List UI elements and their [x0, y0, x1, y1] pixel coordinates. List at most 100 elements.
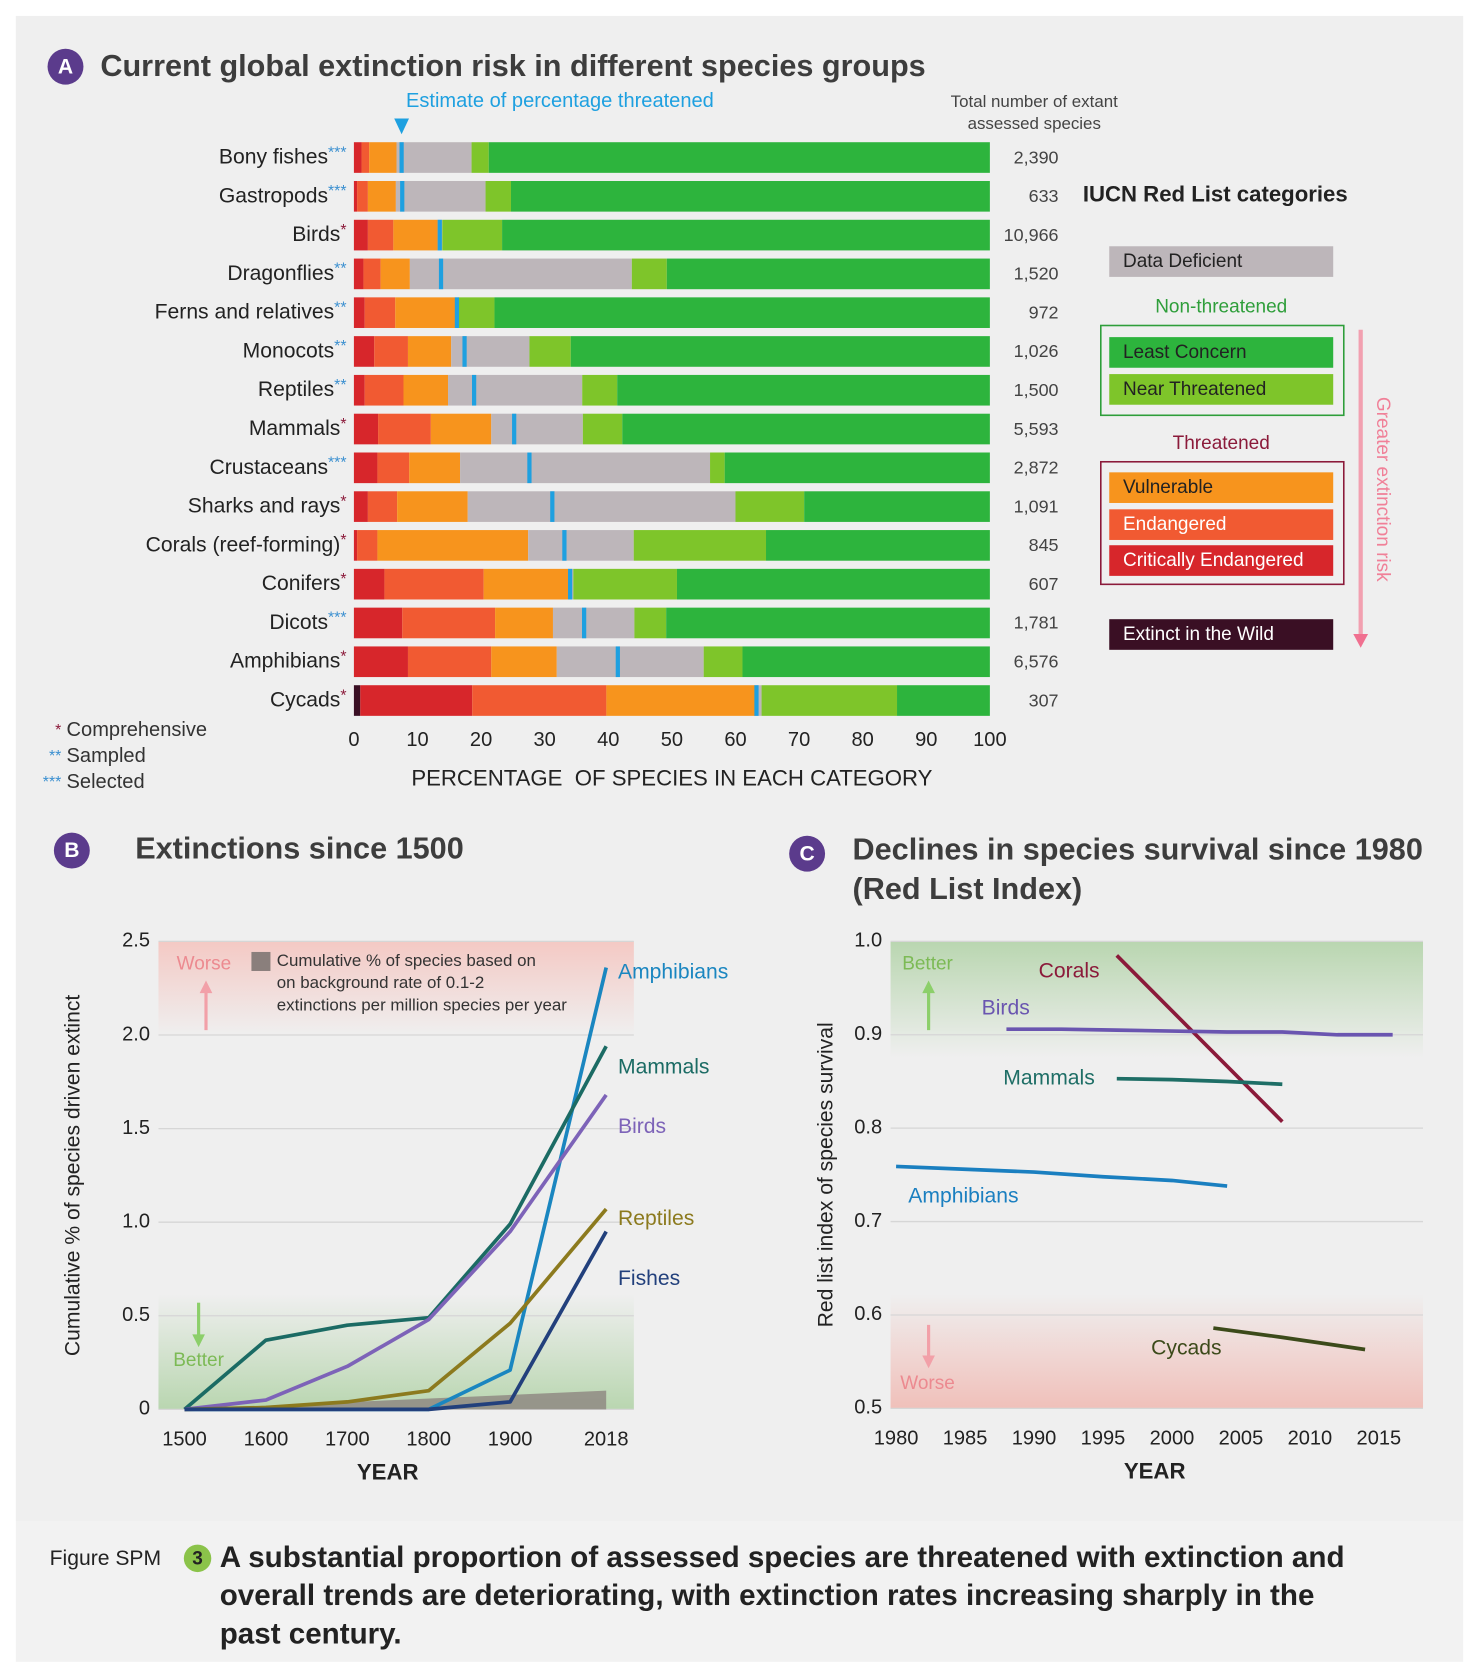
zone-arrow-head: [922, 1355, 935, 1369]
bar-segment: [622, 413, 990, 445]
category-marker: **: [334, 377, 346, 394]
bar-segment: [494, 297, 990, 328]
y-tick-label: 0: [139, 1398, 150, 1420]
bar-segment: [633, 530, 767, 561]
bar-segment: [357, 180, 368, 212]
total-label: 2,390: [1014, 147, 1059, 167]
category-marker: ***: [328, 610, 346, 627]
footnote-text: Comprehensive: [67, 719, 208, 741]
bar-segment: [666, 607, 990, 639]
panel-letter: A: [58, 55, 73, 78]
bar-segment: [735, 491, 805, 522]
bar-segment: [761, 685, 898, 716]
zone-label: Worse: [177, 954, 232, 975]
x-tick-label: 20: [470, 729, 492, 751]
category-label: Monocots**: [243, 338, 347, 362]
bar-segment: [407, 646, 492, 678]
y-tick-label: 2.5: [122, 930, 150, 952]
category-name: Gastropods: [219, 184, 328, 207]
bar-segment: [617, 374, 990, 406]
bar-segment: [363, 258, 381, 290]
category-name: Corals (reef-forming): [146, 533, 341, 556]
footnote-marker: ***: [43, 774, 61, 791]
bar-segment: [528, 530, 634, 561]
series-label: Amphibians: [618, 961, 728, 984]
x-tick-label: 1985: [943, 1427, 988, 1449]
caption-text: overall trends are deteriorating, with e…: [220, 1579, 1315, 1612]
series-label: Mammals: [618, 1056, 709, 1079]
category-label: Gastropods***: [219, 183, 347, 207]
chart-layer: A Current global extinction risk in diffe…: [43, 48, 1424, 1650]
total-label: 1,091: [1014, 496, 1059, 516]
category-marker: ***: [328, 455, 346, 472]
bar-segment: [570, 336, 990, 367]
y-tick-label: 0.8: [854, 1116, 882, 1138]
category-label: Bony fishes***: [219, 144, 347, 168]
category-label: Birds*: [292, 222, 346, 246]
category-name: Conifers: [262, 572, 341, 595]
x-tick-label: 0: [348, 729, 359, 751]
zone-arrow-head: [922, 980, 935, 994]
x-tick-label: 1700: [325, 1428, 370, 1450]
bar-segment: [367, 491, 398, 522]
series-line: [184, 1093, 608, 1412]
x-tick-label: 60: [724, 729, 746, 751]
y-tick-label: 1.0: [122, 1210, 150, 1232]
bar-segment: [353, 491, 368, 522]
bar-segment: [458, 297, 495, 328]
category-name: Reptiles: [258, 378, 334, 401]
bar-segment: [552, 607, 635, 639]
background-rate-label: Cumulative % of species based on: [277, 951, 536, 970]
series-label: Amphibians: [908, 1185, 1018, 1208]
footnote-text: Sampled: [67, 745, 146, 767]
caption-label: Figure SPM: [50, 1547, 161, 1570]
series-line: [896, 1164, 1228, 1188]
bar-segment: [407, 336, 452, 367]
bar-segment: [766, 530, 990, 561]
bar-segment: [488, 142, 990, 173]
category-name: Bony fishes: [219, 145, 328, 168]
legend-swatch: [1109, 619, 1334, 650]
y-tick-label: 1.0: [854, 930, 882, 952]
y-tick-label: 0.9: [854, 1023, 882, 1045]
series-line: [1213, 1326, 1366, 1352]
total-label: 1,500: [1014, 380, 1059, 400]
bar-segment: [403, 374, 449, 406]
series-label: Mammals: [1003, 1066, 1094, 1089]
bar-segment: [395, 297, 456, 328]
footnote-text: Selected: [67, 771, 145, 793]
x-tick-label: 2010: [1288, 1427, 1333, 1449]
risk-arrow-label: Greater extinction risk: [1372, 397, 1393, 582]
bar-segment: [409, 258, 632, 290]
category-label: Corals (reef-forming)*: [146, 532, 347, 556]
bar-segment: [378, 413, 431, 445]
worse-zone: [890, 1294, 1424, 1409]
category-label: Cycads*: [270, 687, 347, 711]
chart-title: Current global extinction risk in differ…: [100, 49, 925, 83]
legend-swatch: [1109, 246, 1334, 277]
bar-segment: [369, 142, 397, 173]
legend-swatch: [1109, 545, 1334, 576]
bar-segment: [353, 180, 358, 212]
caption-text: A substantial proportion of assessed spe…: [220, 1541, 1345, 1574]
estimate-arrow: [394, 118, 409, 135]
category-marker: *: [340, 532, 346, 549]
bar-segment: [384, 568, 484, 600]
totals-title: assessed species: [968, 114, 1101, 133]
series-line: [1116, 1076, 1283, 1087]
legend-label: Extinct in the Wild: [1123, 624, 1274, 645]
legend-swatch: [1109, 374, 1334, 405]
estimate-label: Estimate of percentage threatened: [406, 90, 714, 112]
category-name: Cycads: [270, 688, 340, 711]
x-tick-label: 1600: [244, 1428, 289, 1450]
risk-arrow-shaft: [1358, 329, 1363, 637]
category-marker: **: [334, 338, 346, 355]
bar-segment: [353, 646, 408, 678]
zone-label: Better: [173, 1350, 224, 1371]
legend-label: Endangered: [1123, 514, 1227, 535]
total-label: 972: [1029, 302, 1059, 322]
category-name: Monocots: [243, 339, 335, 362]
series-line: [184, 1230, 608, 1412]
bar-segment: [374, 336, 408, 367]
